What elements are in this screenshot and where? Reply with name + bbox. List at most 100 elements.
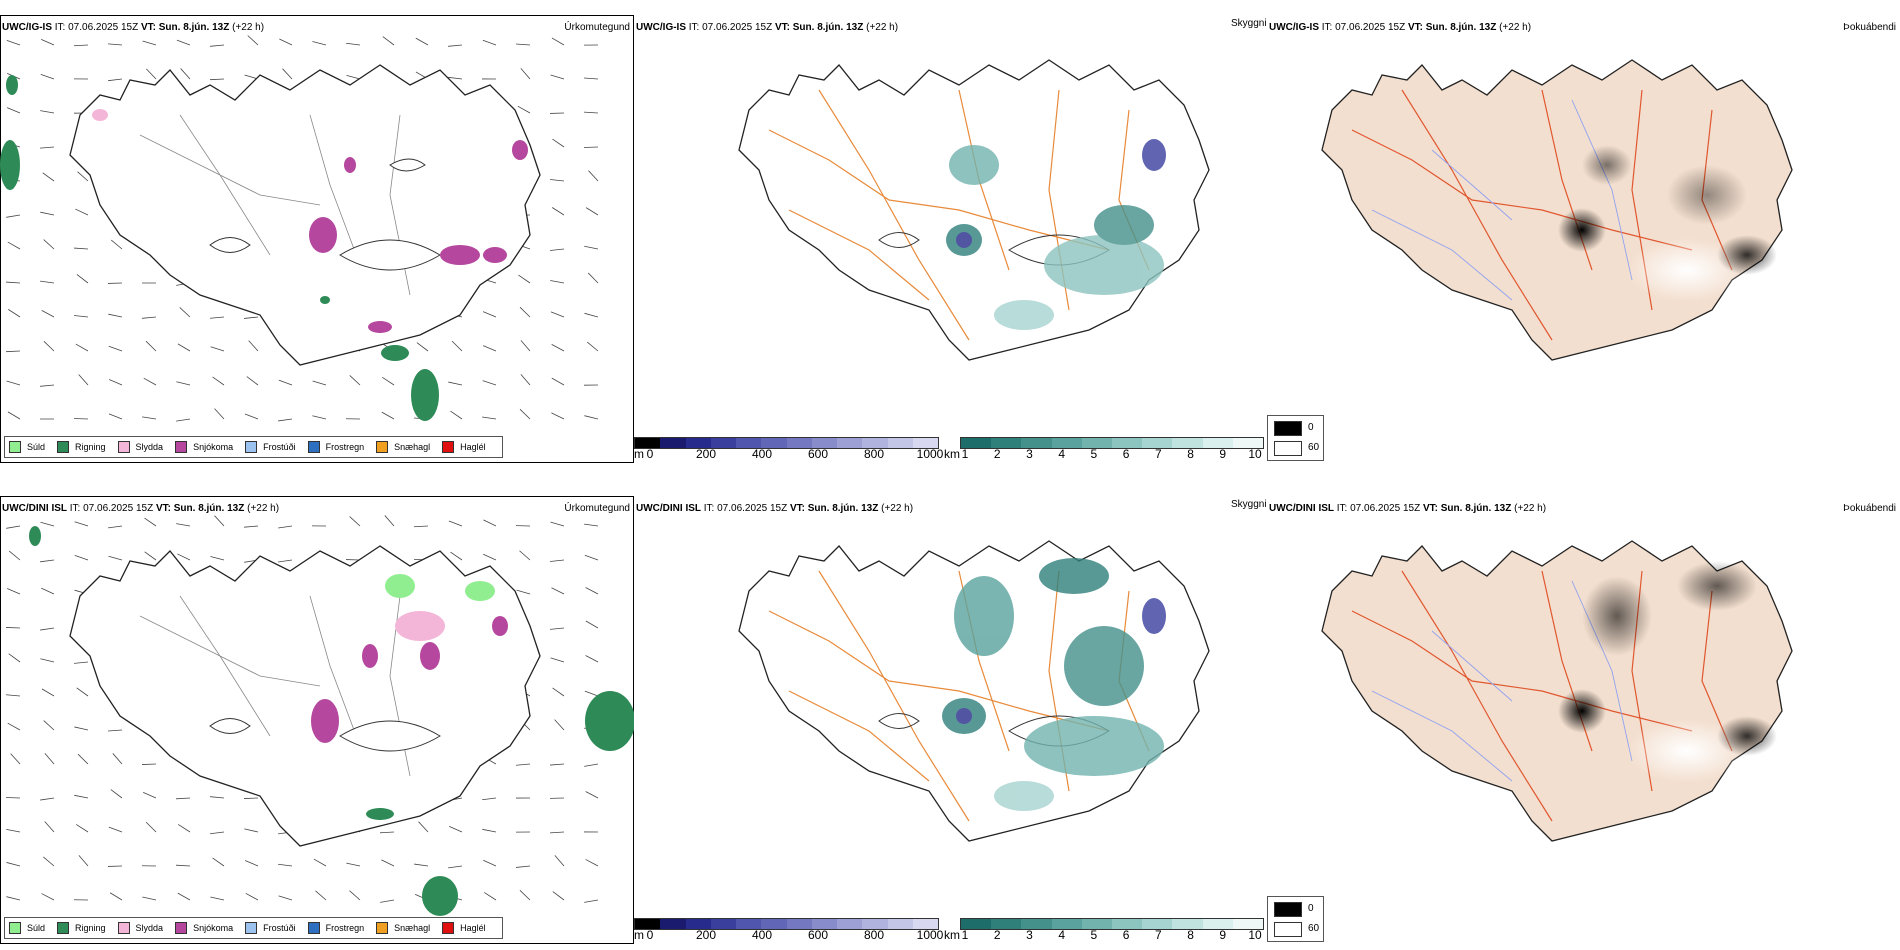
wind-barb <box>550 657 565 663</box>
wind-barb <box>40 211 55 216</box>
wind-barb <box>586 341 599 352</box>
wind-barb <box>584 899 599 903</box>
wind-barb <box>551 37 565 46</box>
legend-item-snow: Snjókoma <box>175 441 233 453</box>
wind-barb <box>108 555 123 561</box>
wind-barb <box>279 38 293 46</box>
wind-barb <box>73 44 89 47</box>
wind-barb <box>8 653 21 663</box>
wind-barb <box>244 525 259 528</box>
visibility-tick: 6 <box>1122 928 1130 942</box>
wind-barb <box>77 171 89 182</box>
wind-barb <box>520 68 531 80</box>
wind-barb <box>550 763 565 766</box>
wind-barb <box>520 340 531 352</box>
wind-barb <box>6 39 21 46</box>
colorbar-step <box>837 438 863 448</box>
wind-barb <box>142 316 157 319</box>
wind-barb <box>40 110 55 114</box>
wind-barb <box>346 42 361 46</box>
wind-barb <box>108 729 123 732</box>
wind-barb <box>40 521 55 527</box>
wind-barb <box>74 315 89 318</box>
wind-barb <box>43 720 55 731</box>
wind-barb <box>451 340 463 352</box>
visibility-title-top: UWC/IG-IS IT: 07.06.2025 15Z VT: Sun. 8.… <box>636 22 899 33</box>
visibility-colorbar-top <box>960 437 1264 449</box>
wind-barb <box>108 345 123 352</box>
ceiling-tick: 1000 <box>916 928 944 942</box>
visibility-tick: 10 <box>1248 447 1262 461</box>
precip-type-title: Úrkomutegund <box>564 503 630 514</box>
wind-barb <box>588 170 599 182</box>
wind-barb <box>214 408 225 420</box>
wind-barb <box>177 892 191 901</box>
colorbar-step <box>1112 919 1143 929</box>
precip-map-top <box>0 15 634 463</box>
wind-barb <box>415 37 429 46</box>
wind-barb <box>587 272 599 284</box>
visibility-tick: 3 <box>1026 928 1033 942</box>
visibility-tick: 10 <box>1248 928 1262 942</box>
wind-barb <box>416 342 429 352</box>
wind-barb <box>484 892 497 901</box>
colorbar-step <box>1051 919 1082 929</box>
wind-barb <box>278 863 293 867</box>
ceiling-tick: 1000 <box>916 447 944 461</box>
visibility-tick: 2 <box>993 447 1001 461</box>
precip-legend-top: Súld Rigning Slydda Snjókoma Frostúði Fr… <box>4 436 503 458</box>
wind-barb <box>176 864 191 867</box>
wind-barb <box>278 895 293 901</box>
colorbar-step <box>862 438 888 448</box>
legend-swatch <box>57 441 70 453</box>
wind-barb <box>75 343 89 352</box>
wind-barb <box>346 862 361 867</box>
ceiling-tick: 200 <box>695 447 717 461</box>
wind-barb <box>41 309 55 318</box>
wind-barb <box>518 274 531 284</box>
colorbar-step <box>961 919 992 929</box>
fog-legend-top: 0 60 <box>1267 415 1324 461</box>
wind-barb <box>43 340 55 352</box>
wind-barb <box>583 146 599 148</box>
wind-barb <box>519 408 531 420</box>
wind-barb <box>40 797 55 801</box>
wind-barb <box>448 381 463 386</box>
wind-barb <box>176 381 191 386</box>
visibility-tick: 5 <box>1090 928 1098 942</box>
valid-time: VT: Sun. 8.jún. 13Z <box>140 22 230 33</box>
precip-type-title: Úrkomutegund <box>564 22 630 33</box>
colorbar-step <box>1021 919 1052 929</box>
wind-barb <box>482 797 497 801</box>
legend-swatch <box>307 922 320 934</box>
wind-barb <box>550 559 565 562</box>
wind-barb <box>585 207 599 216</box>
legend-item-sleet: Slydda <box>117 441 163 453</box>
wind-barb <box>519 306 531 318</box>
wind-barb <box>214 515 225 527</box>
wind-barb <box>380 899 395 903</box>
wind-barb <box>177 343 191 352</box>
wind-barb <box>550 831 565 834</box>
ceiling-tick: 800 <box>863 447 885 461</box>
wind-barb <box>384 515 395 527</box>
colorbar-step <box>1172 919 1203 929</box>
wind-barb <box>41 688 55 697</box>
wind-barb <box>585 791 599 799</box>
wind-barb <box>313 858 327 867</box>
ceiling-tick: 400 <box>751 447 773 461</box>
wind-barb <box>247 35 259 46</box>
visibility-tick: 9 <box>1219 928 1227 942</box>
fog-title: Þokuábendi <box>1843 22 1896 33</box>
fog-swatch <box>1274 922 1302 937</box>
wind-barb <box>550 248 565 251</box>
wind-barb <box>7 411 21 420</box>
wind-barb <box>243 797 259 799</box>
wind-barb <box>517 105 531 114</box>
visibility-map-top <box>738 59 1210 361</box>
legend-swatch <box>9 922 21 934</box>
wind-barb <box>312 415 327 420</box>
ceiling-tick: 800 <box>863 928 885 942</box>
legend-swatch <box>245 441 258 453</box>
legend-item-sleet: Slydda <box>117 922 163 934</box>
